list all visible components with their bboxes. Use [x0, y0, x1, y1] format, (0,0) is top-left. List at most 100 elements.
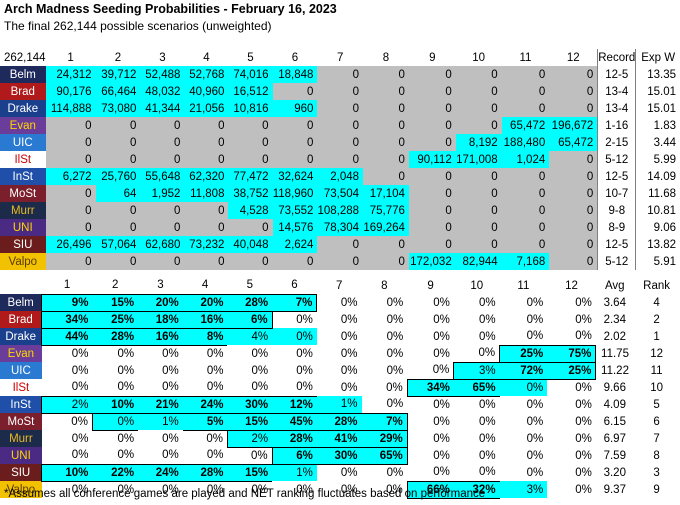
count-cell: 0	[228, 151, 273, 168]
counts-column-header: 9	[429, 51, 436, 64]
expected-wins-cell: 14.09	[635, 168, 680, 185]
count-cell: 0	[272, 151, 318, 168]
percent-cell: 5%	[182, 412, 228, 431]
percent-cell: 2%	[226, 429, 273, 448]
team-label: Murr	[0, 430, 42, 447]
counts-column-header: 3	[159, 51, 166, 64]
percent-cell: 41%	[316, 429, 362, 448]
count-cell: 14,576	[272, 219, 318, 236]
record-cell: 5-12	[597, 151, 636, 168]
count-cell: 1,024	[501, 151, 550, 168]
count-cell: 32,624	[272, 168, 318, 185]
count-cell: 2,048	[317, 168, 364, 185]
count-cell: 0	[408, 100, 456, 117]
count-cell: 0	[408, 202, 456, 219]
count-cell: 0	[95, 151, 141, 168]
percent-cell: 0%	[162, 449, 179, 462]
percent-cell: 0%	[575, 466, 592, 479]
count-cell: 0	[408, 117, 456, 134]
percent-cell: 28%	[92, 327, 139, 346]
counts-row: SIU 26,496 57,064 62,680 73,232 40,048 2,624 0 0…	[0, 236, 680, 253]
percent-cell: 0%	[478, 296, 496, 309]
expected-wins-cell: 5.99	[635, 151, 680, 168]
count-cell: 0	[95, 202, 141, 219]
percent-cell: 25%	[499, 344, 548, 363]
percent-cell: 28%	[272, 429, 317, 448]
count-cell: 0	[363, 151, 409, 168]
percent-column-header: Rank	[643, 279, 671, 292]
team-label: IlSt	[0, 151, 46, 168]
expected-wins-cell: 11.68	[635, 185, 680, 202]
average-seed-cell: 6.15	[603, 415, 626, 428]
count-cell: 0	[45, 202, 96, 219]
percent-cell: 0%	[162, 432, 179, 445]
team-label: MoSt	[0, 185, 46, 202]
percent-cell: 0%	[206, 381, 224, 394]
percent-cell: 0%	[340, 364, 358, 377]
count-cell: 0	[501, 100, 550, 117]
percent-cell: 0%	[478, 449, 496, 462]
percent-row: IlSt 0% 0% 0% 0% 0% 0% 0% 0% 34% 65% 0% 0% 9.66 10	[0, 378, 680, 397]
counts-row: InSt 6,272 25,760 55,648 62,320 77,472 32,624 2…	[0, 168, 680, 185]
count-cell: 0	[184, 202, 229, 219]
percent-cell: 0%	[526, 296, 544, 309]
count-cell: 0	[140, 134, 185, 151]
percent-cell: 45%	[272, 412, 317, 431]
percent-cell: 0%	[575, 483, 592, 496]
percent-cell: 10%	[41, 463, 93, 482]
percent-cell: 25%	[547, 361, 597, 380]
percent-row: MoSt 0% 0% 1% 5% 15% 45% 28% 7% 0% 0% 0% 0% 6.15 6	[0, 412, 680, 431]
percent-cell: 0%	[575, 432, 592, 445]
percent-cell: 3%	[453, 361, 500, 380]
percent-row: Belm 9% 15% 20% 20% 28% 7% 0% 0% 0% 0% 0% 0% 3.64 4	[0, 293, 680, 312]
count-cell: 0	[45, 151, 96, 168]
count-cell: 0	[455, 219, 502, 236]
count-cell: 0	[228, 219, 273, 236]
count-cell: 0	[363, 83, 409, 100]
rank-cell: 10	[650, 381, 663, 394]
count-cell: 10,816	[228, 100, 273, 117]
count-cell: 0	[408, 66, 456, 83]
count-cell: 0	[408, 185, 456, 202]
rank-cell: 5	[653, 398, 660, 411]
percent-row: UNI 0% 0% 0% 0% 0% 6% 30% 65% 0% 0% 0% 0% 7.59 8	[0, 446, 680, 465]
percent-row: Drake 44% 28% 16% 8% 4% 0% 0% 0% 0% 0% 0% 0% 2.02 1	[0, 327, 680, 346]
percent-cell: 10%	[92, 395, 139, 414]
percent-cell: 34%	[406, 378, 454, 397]
percent-column-header: 5	[246, 279, 254, 292]
record-cell: 5-12	[597, 253, 636, 270]
count-cell: 0	[184, 253, 229, 270]
percent-cell: 0%	[117, 449, 135, 462]
expected-wins-cell: 10.81	[635, 202, 680, 219]
team-label: SIU	[0, 236, 46, 253]
average-seed-cell: 4.09	[603, 398, 626, 411]
team-label: UIC	[0, 134, 46, 151]
percent-row: Evan 0% 0% 0% 0% 0% 0% 0% 0% 0% 0% 25% 75% 11.75 12	[0, 344, 680, 363]
percent-row: Murr 0% 0% 0% 0% 2% 28% 41% 29% 0% 0% 0% 0% 6.97 7	[0, 429, 680, 448]
count-cell: 66,464	[95, 83, 141, 100]
count-cell: 52,488	[140, 66, 185, 83]
expected-wins-cell: 5.91	[635, 253, 680, 270]
percent-cell: 28%	[182, 463, 228, 482]
percent-cell: 75%	[547, 344, 597, 363]
team-label: UIC	[0, 362, 42, 379]
percent-cell: 25%	[92, 310, 139, 329]
rank-cell: 12	[650, 347, 663, 360]
percent-column-header: 6	[291, 279, 298, 292]
percent-cell: 0%	[433, 347, 450, 360]
percent-cell: 0%	[526, 313, 544, 326]
counts-column-header: 10	[472, 51, 486, 64]
percent-cell: 0%	[251, 364, 269, 377]
percent-cell: 0%	[433, 432, 450, 445]
percent-cell: 0%	[117, 364, 135, 377]
percent-cell: 0%	[386, 347, 404, 360]
count-cell: 0	[272, 134, 318, 151]
count-cell: 0	[501, 168, 550, 185]
count-cell: 0	[501, 185, 550, 202]
count-cell: 73,504	[317, 185, 364, 202]
average-seed-cell: 6.97	[603, 432, 626, 445]
percent-cell: 0%	[433, 415, 450, 428]
count-cell: 0	[408, 219, 456, 236]
counts-row: IlSt 0 0 0 0 0 0 0 0 90,112 171,008 1,024 0 5-12 5.99	[0, 151, 680, 168]
count-cell: 0	[363, 100, 409, 117]
